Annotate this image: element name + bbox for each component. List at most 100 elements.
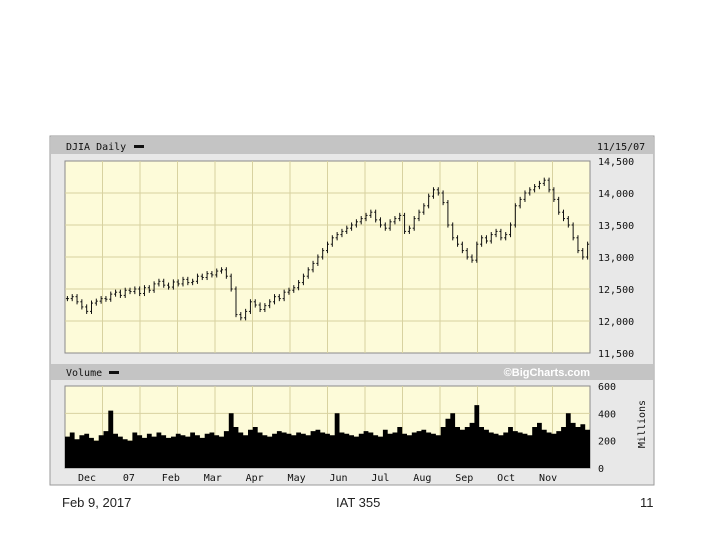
price-bar [566,216,570,228]
price-bar [403,212,407,234]
volume-y-tick-label: 400 [598,409,616,420]
price-bar [142,285,146,297]
price-bar [65,296,69,302]
price-bar [388,219,392,231]
price-bar [494,228,498,238]
price-bar [200,273,204,281]
price-bar [167,282,171,290]
price-bar [586,241,590,260]
price-bar [374,209,378,223]
x-axis-month-label: 07 [123,473,135,484]
price-bar [258,302,262,313]
price-bar [176,279,180,287]
price-bar [359,216,363,225]
price-bar [210,271,214,278]
x-axis-month-label: Aug [413,473,431,484]
price-bar [422,203,426,215]
price-bar [465,248,469,260]
price-legend-swatch [134,145,144,148]
x-axis-month-label: Mar [204,473,222,484]
price-bar [484,235,488,244]
price-bar [244,308,248,321]
volume-y-axis: 600 400 200 0 [598,382,616,475]
price-bar [138,286,142,297]
price-grid [65,161,590,353]
x-axis-month-label: Oct [497,473,515,484]
footer-course: IAT 355 [336,495,381,510]
price-bar [157,278,161,287]
price-bar [104,296,108,302]
price-bar [557,196,561,215]
price-series [65,177,590,321]
price-bar [417,209,421,222]
price-bar [523,190,527,202]
price-bar [364,212,368,222]
price-bar [282,289,286,302]
price-y-tick-label: 12,000 [598,317,634,328]
price-bar [456,235,460,247]
price-bar [229,273,233,292]
price-bar [537,180,541,190]
x-axis-month-label: Sep [455,473,473,484]
price-bar [195,273,199,284]
price-bar [162,278,166,288]
bigcharts-watermark: ©BigCharts.com [504,367,591,379]
volume-y-tick-label: 200 [598,437,616,448]
price-bar [326,241,329,254]
price-y-tick-label: 11,500 [598,349,634,360]
price-bar [427,193,431,209]
price-bar [205,271,209,281]
volume-chart-title: Volume [66,368,102,379]
price-bar [436,187,440,196]
price-bar [85,304,89,314]
x-axis-month-label: Jun [329,473,347,484]
price-bar [263,303,267,313]
x-axis-month-label: Feb [162,473,180,484]
price-bar [441,190,445,206]
price-bar [70,294,74,302]
price-bar [292,285,296,293]
price-bar [253,299,257,308]
price-y-tick-label: 13,000 [598,253,634,264]
price-bar [89,300,93,314]
price-y-tick-label: 12,500 [598,285,634,296]
x-axis-month-label: May [288,473,306,484]
price-chart-title: DJIA Daily [66,142,126,153]
price-bar [109,291,113,302]
price-bar [215,268,219,278]
price-y-tick-label: 13,500 [598,221,634,232]
price-bar [446,200,450,228]
price-bar [369,209,373,218]
price-bar [220,267,224,274]
price-bar [518,196,522,209]
price-bar [576,235,580,254]
price-bar [287,287,291,295]
price-bar [330,235,334,247]
price-bar [152,281,156,293]
price-bar [407,225,411,234]
price-bar [528,187,532,196]
price-bar [277,294,281,302]
price-bar [571,222,575,241]
x-axis-month-labels: Dec 07 Feb Mar Apr May Jun Jul Aug Sep Oct Nov [78,473,557,484]
price-bar [75,294,79,305]
price-bar [191,278,195,286]
price-bar [581,248,585,260]
price-bar [398,212,402,222]
price-bar [383,222,387,231]
price-bar [552,187,556,202]
price-bar [239,312,243,321]
price-bar [335,232,339,241]
price-bar [470,254,474,263]
volume-legend-swatch [109,371,119,374]
price-bar [321,248,325,260]
price-bar [234,286,238,318]
price-bar [378,217,382,228]
price-bar [94,298,98,306]
price-bar [393,216,397,225]
price-bar [99,296,103,304]
footer-date: Feb 9, 2017 [62,495,132,510]
price-bar [340,228,344,238]
price-bar [480,235,484,247]
